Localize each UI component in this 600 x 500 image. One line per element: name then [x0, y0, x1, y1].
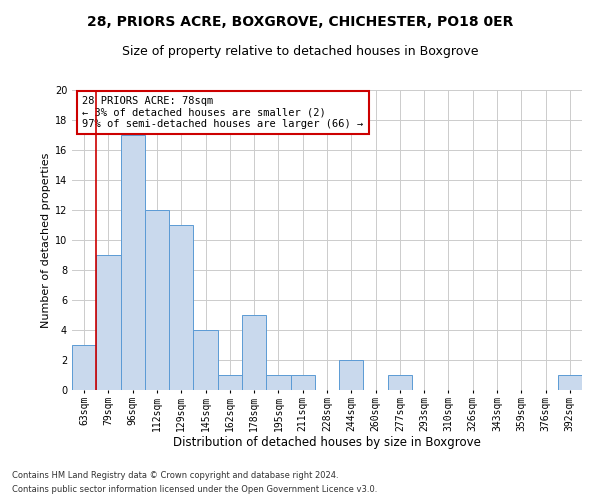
Text: 28, PRIORS ACRE, BOXGROVE, CHICHESTER, PO18 0ER: 28, PRIORS ACRE, BOXGROVE, CHICHESTER, P… [87, 15, 513, 29]
Bar [169, 225, 193, 390]
Bar [242, 315, 266, 390]
Bar [266, 375, 290, 390]
X-axis label: Distribution of detached houses by size in Boxgrove: Distribution of detached houses by size … [173, 436, 481, 450]
Bar [72, 345, 96, 390]
Bar [218, 375, 242, 390]
Bar [145, 210, 169, 390]
Text: Contains public sector information licensed under the Open Government Licence v3: Contains public sector information licen… [12, 486, 377, 494]
Bar [558, 375, 582, 390]
Y-axis label: Number of detached properties: Number of detached properties [41, 152, 50, 328]
Bar [290, 375, 315, 390]
Text: Contains HM Land Registry data © Crown copyright and database right 2024.: Contains HM Land Registry data © Crown c… [12, 470, 338, 480]
Bar [193, 330, 218, 390]
Bar [339, 360, 364, 390]
Bar [121, 135, 145, 390]
Bar [388, 375, 412, 390]
Text: Size of property relative to detached houses in Boxgrove: Size of property relative to detached ho… [122, 45, 478, 58]
Bar [96, 255, 121, 390]
Text: 28 PRIORS ACRE: 78sqm
← 3% of detached houses are smaller (2)
97% of semi-detach: 28 PRIORS ACRE: 78sqm ← 3% of detached h… [82, 96, 364, 129]
